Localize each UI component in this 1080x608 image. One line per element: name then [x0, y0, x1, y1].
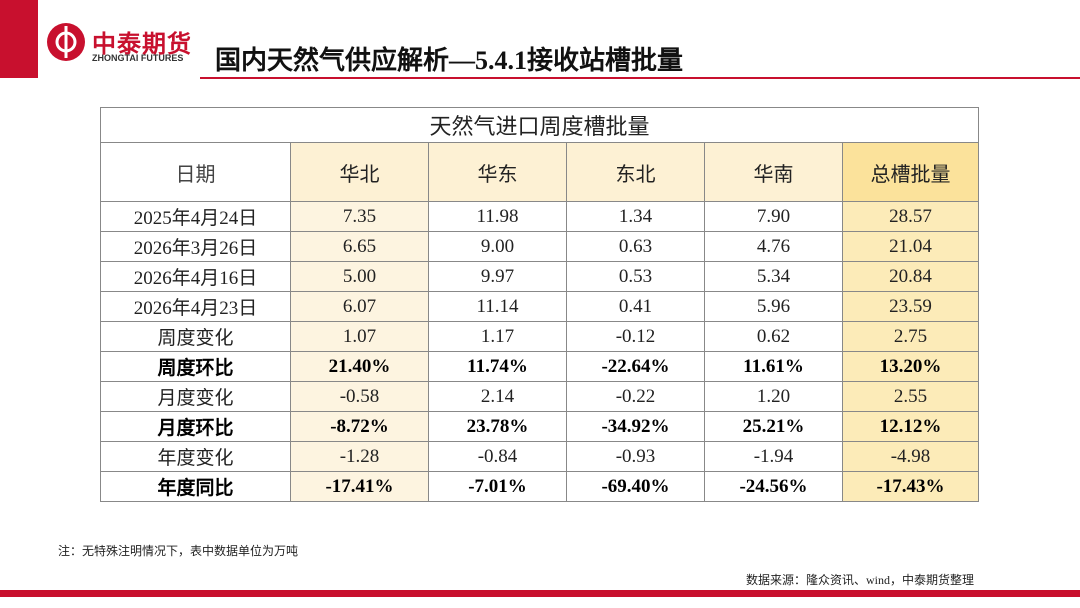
cell: 5.00: [290, 261, 429, 292]
cell: 年度变化: [100, 441, 291, 472]
cell: 11.98: [428, 201, 567, 232]
cell: 7.90: [704, 201, 843, 232]
cell: -0.58: [290, 381, 429, 412]
cell: 11.74%: [428, 351, 567, 382]
cell: 20.84: [841, 261, 980, 292]
footer-line: [0, 590, 1080, 597]
header-row: 日期 华北 华东 东北 华南 总槽批量: [100, 142, 980, 202]
cell: -0.84: [428, 441, 567, 472]
cell: 25.21%: [704, 411, 843, 442]
header-bar: [0, 0, 38, 78]
data-row: 2026年3月26日 6.65 9.00 0.63 4.76 21.04: [100, 231, 980, 262]
cell: 2026年4月16日: [100, 261, 291, 292]
data-row: 月度变化 -0.58 2.14 -0.22 1.20 2.55: [100, 381, 980, 412]
cell: 2.14: [428, 381, 567, 412]
cell: 1.07: [290, 321, 429, 352]
cell: 月度环比: [100, 411, 291, 442]
header-line: [200, 77, 1080, 79]
column-header: 总槽批量: [841, 142, 980, 202]
cell: 21.40%: [290, 351, 429, 382]
data-row: 年度同比 -17.41% -7.01% -69.40% -24.56% -17.43%: [100, 471, 980, 502]
cell: 6.65: [290, 231, 429, 262]
data-row: 周度变化 1.07 1.17 -0.12 0.62 2.75: [100, 321, 980, 352]
cell: -1.28: [290, 441, 429, 472]
cell: 0.62: [704, 321, 843, 352]
title-row: 天然气进口周度槽批量: [99, 107, 980, 143]
data-row: 2026年4月16日 5.00 9.97 0.53 5.34 20.84: [100, 261, 980, 292]
cell: 9.00: [428, 231, 567, 262]
page-title: 国内天然气供应解析—5.4.1接收站槽批量: [215, 46, 684, 75]
cell: 1.17: [428, 321, 567, 352]
cell: -0.12: [566, 321, 705, 352]
cell: 11.14: [428, 291, 567, 322]
cell: -17.43%: [841, 471, 980, 502]
source: 数据来源：隆众资讯、wind，中泰期货整理: [746, 573, 975, 587]
cell: 23.78%: [428, 411, 567, 442]
cell: 2.75: [841, 321, 980, 352]
cell: 5.96: [704, 291, 843, 322]
cell: 2026年3月26日: [100, 231, 291, 262]
logo-sub: ZHONGTAI FUTURES: [92, 53, 184, 63]
column-header: 华北: [290, 142, 429, 202]
cell: 21.04: [841, 231, 980, 262]
cell: -24.56%: [704, 471, 843, 502]
cell: 周度环比: [100, 351, 291, 382]
cell: 13.20%: [841, 351, 980, 382]
cell: 0.63: [566, 231, 705, 262]
data-row: 月度环比 -8.72% 23.78% -34.92% 25.21% 12.12%: [100, 411, 980, 442]
cell: -0.22: [566, 381, 705, 412]
table-title: 天然气进口周度槽批量: [99, 107, 980, 143]
cell: -0.93: [566, 441, 705, 472]
cell: 1.34: [566, 201, 705, 232]
logo-icon: [47, 23, 85, 61]
cell: -69.40%: [566, 471, 705, 502]
cell: 4.76: [704, 231, 843, 262]
cell: 28.57: [841, 201, 980, 232]
cell: 12.12%: [841, 411, 980, 442]
column-header: 东北: [566, 142, 705, 202]
data-row: 2026年4月23日 6.07 11.14 0.41 5.96 23.59: [100, 291, 980, 322]
cell: -8.72%: [290, 411, 429, 442]
column-header: 日期: [100, 142, 291, 202]
cell: 7.35: [290, 201, 429, 232]
data-row: 2025年4月24日 7.35 11.98 1.34 7.90 28.57: [100, 201, 980, 232]
cell: 年度同比: [100, 471, 291, 502]
cell: 2026年4月23日: [100, 291, 291, 322]
cell: 周度变化: [100, 321, 291, 352]
cell: 2.55: [841, 381, 980, 412]
cell: -7.01%: [428, 471, 567, 502]
cell: 5.34: [704, 261, 843, 292]
cell: 月度变化: [100, 381, 291, 412]
data-row: 周度环比 21.40% 11.74% -22.64% 11.61% 13.20%: [100, 351, 980, 382]
cell: -1.94: [704, 441, 843, 472]
column-header: 华南: [704, 142, 843, 202]
logo-name: 中泰期货: [92, 30, 192, 58]
data-table: 天然气进口周度槽批量 日期 华北 华东 东北 华南 总槽批量 2025年4月24日 7.35 11…: [99, 107, 980, 502]
cell: -17.41%: [290, 471, 429, 502]
cell: 1.20: [704, 381, 843, 412]
cell: 6.07: [290, 291, 429, 322]
column-header: 华东: [428, 142, 567, 202]
cell: 9.97: [428, 261, 567, 292]
cell: -22.64%: [566, 351, 705, 382]
cell: 2025年4月24日: [100, 201, 291, 232]
cell: -4.98: [841, 441, 980, 472]
cell: 0.53: [566, 261, 705, 292]
cell: 23.59: [841, 291, 980, 322]
data-row: 年度变化 -1.28 -0.84 -0.93 -1.94 -4.98: [100, 441, 980, 472]
cell: -34.92%: [566, 411, 705, 442]
cell: 11.61%: [704, 351, 843, 382]
cell: 0.41: [566, 291, 705, 322]
note: 注：无特殊注明情况下，表中数据单位为万吨: [58, 544, 299, 558]
